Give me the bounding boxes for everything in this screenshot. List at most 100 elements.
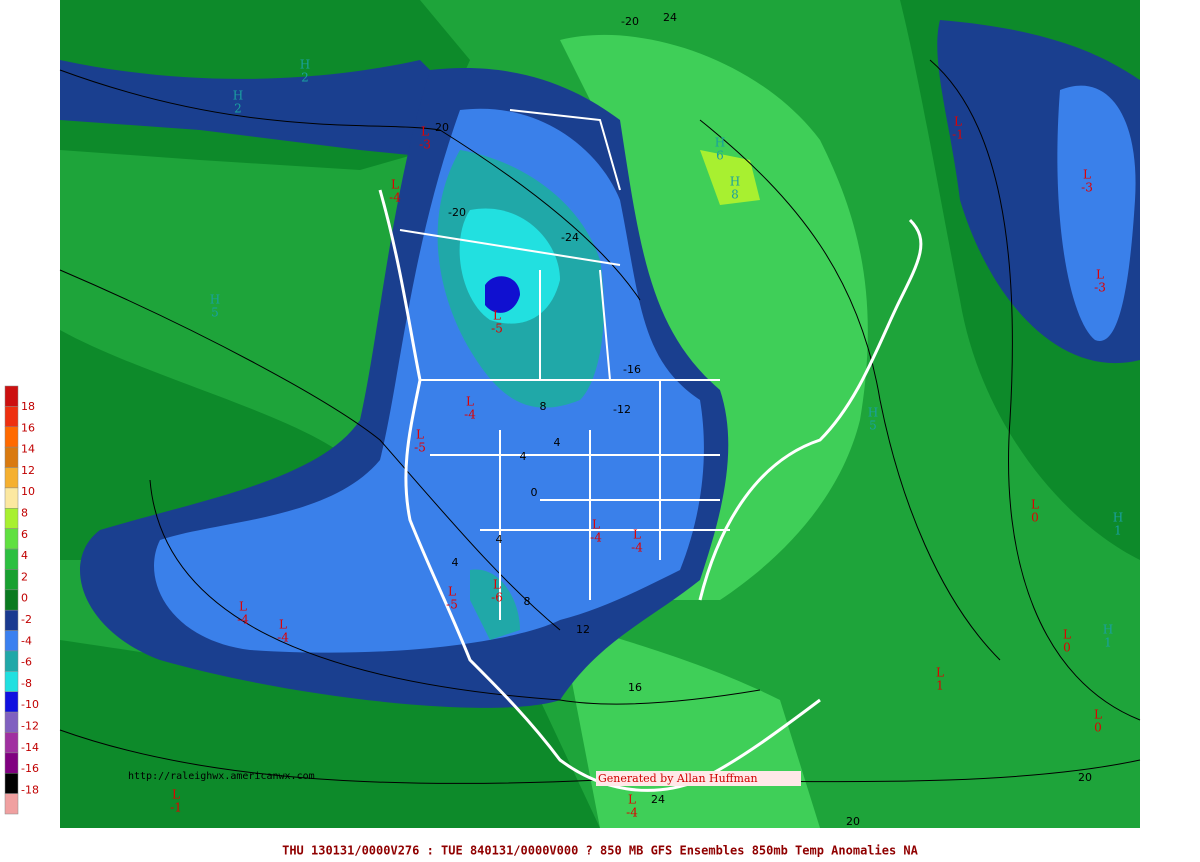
legend-label: 4: [21, 549, 28, 562]
center-value: -3: [1081, 181, 1093, 195]
legend-label: 18: [21, 400, 35, 413]
center-value: 2: [234, 102, 242, 116]
legend-label: 16: [21, 421, 35, 434]
coastline: [698, 218, 923, 601]
center-letter: H: [233, 89, 243, 103]
field-navy: [60, 60, 470, 160]
contour-label: 20: [435, 121, 449, 134]
contour-label: -12: [613, 403, 631, 416]
center-value: -5: [446, 598, 458, 612]
center-value: -5: [414, 441, 426, 455]
center-value: -1: [170, 801, 182, 815]
contour-line: [59, 69, 641, 301]
legend-label: 10: [21, 485, 35, 498]
legend-label: 8: [21, 507, 28, 520]
province-borders: [399, 109, 621, 381]
contour-label: 4: [452, 556, 459, 569]
center-letter: L: [416, 428, 424, 442]
contour-label: 20: [1078, 771, 1092, 784]
center-value: -4: [626, 806, 638, 820]
contour-line: [929, 59, 1141, 721]
center-value: -1: [952, 128, 964, 142]
center-letter: H: [715, 136, 725, 150]
legend-swatch: [4, 385, 19, 407]
center-value: -4: [277, 631, 289, 645]
contour-label: 4: [554, 436, 561, 449]
contour-label: 24: [651, 793, 665, 806]
field-teal: [470, 569, 520, 640]
color-legend: 18 16 14 12 10 8 6 4 2 0 -2 -4 -6 -8 -10 -12 -14 -16 -18: [4, 385, 39, 815]
center-letter: L: [466, 395, 474, 409]
contour-line: [699, 119, 1001, 661]
legend-label: -18: [21, 783, 39, 796]
center-letter: L: [1031, 498, 1039, 512]
center-letter: L: [493, 578, 501, 592]
credit-box: [596, 771, 801, 786]
contour-label: 12: [576, 623, 590, 636]
center-letter: L: [1063, 628, 1071, 642]
contour-label: -16: [623, 363, 641, 376]
contour-label: 4: [520, 450, 527, 463]
legend-swatch: [4, 548, 19, 570]
legend-label: 0: [21, 592, 28, 605]
center-letter: L: [448, 585, 456, 599]
legend-swatch: [4, 732, 19, 754]
legend-swatch: [4, 793, 19, 815]
center-letter: H: [868, 406, 878, 420]
legend-label: -8: [21, 677, 32, 690]
center-letter: L: [421, 125, 429, 139]
source-url: http://raleighwx.americanwx.com: [128, 771, 315, 782]
center-letter: L: [279, 618, 287, 632]
center-letter: L: [239, 600, 247, 614]
contour-label: 16: [628, 681, 642, 694]
center-letter: L: [1094, 708, 1102, 722]
center-letter: H: [730, 175, 740, 189]
field-blue: [1057, 85, 1136, 341]
center-value: 0: [1031, 511, 1039, 525]
center-value: -4: [464, 408, 476, 422]
map-field: [60, 0, 1140, 828]
center-value: 2: [301, 71, 309, 85]
center-value: 0: [1063, 641, 1071, 655]
legend-label: -14: [21, 741, 39, 754]
legend-label: -2: [21, 613, 32, 626]
legend-swatch: [4, 609, 19, 631]
legend-swatch: [4, 467, 19, 489]
contour-line: [149, 479, 761, 705]
field-cyan: [459, 208, 560, 324]
legend-label: -10: [21, 698, 39, 711]
legend-label: 2: [21, 570, 28, 583]
center-value: 1: [1104, 636, 1112, 650]
center-value: -5: [491, 322, 503, 336]
field-yellow-green: [700, 150, 760, 205]
legend-swatch: [4, 691, 19, 713]
center-value: -4: [389, 191, 401, 205]
contour-label: -20: [448, 206, 466, 219]
center-letter: L: [628, 793, 636, 807]
center-letter: L: [592, 518, 600, 532]
contour-label: 24: [663, 11, 677, 24]
center-value: 5: [869, 419, 877, 433]
contour-label: 0: [531, 486, 538, 499]
center-value: -4: [631, 541, 643, 555]
center-value: -4: [590, 531, 602, 545]
legend-label: -4: [21, 634, 32, 647]
legend-swatch: [4, 406, 19, 428]
legend-label: -6: [21, 656, 32, 669]
center-value: 1: [936, 679, 944, 693]
legend-swatch: [4, 446, 19, 468]
legend-label: 12: [21, 464, 35, 477]
center-value: 1: [1114, 524, 1122, 538]
contour-label: -24: [561, 231, 579, 244]
legend-swatch: [4, 752, 19, 774]
footer: THU 130131/0000V276 : TUE 840131/0000V00…: [282, 844, 919, 858]
legend-swatch: [4, 528, 19, 550]
center-value: -6: [491, 591, 503, 605]
center-value: -4: [237, 613, 249, 627]
contour-label: 4: [496, 533, 503, 546]
contour-label: -20: [621, 15, 639, 28]
legend-swatch: [4, 671, 19, 692]
